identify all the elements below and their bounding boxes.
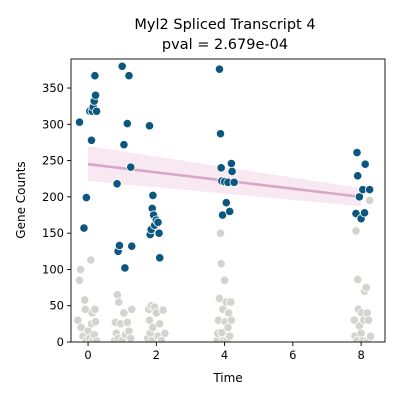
background-point: [216, 259, 226, 269]
background-point: [74, 275, 85, 285]
background-point: [90, 304, 100, 314]
highlight-point: [360, 159, 370, 169]
y-axis-label: Gene Counts: [14, 161, 28, 238]
highlight-point: [90, 71, 100, 81]
highlight-point: [79, 223, 89, 233]
x-tick-label: 0: [84, 348, 91, 362]
highlight-point: [365, 185, 375, 195]
highlight-point: [114, 240, 125, 251]
background-point: [351, 226, 361, 236]
background-point: [366, 331, 376, 341]
highlight-point: [155, 253, 165, 263]
plot-area: [73, 61, 376, 342]
highlight-point: [229, 177, 239, 187]
highlight-points: [74, 61, 375, 273]
background-point: [155, 319, 165, 329]
y-tick-label: 100: [42, 262, 64, 276]
background-point: [160, 328, 170, 338]
y-tick-label: 0: [57, 335, 64, 349]
y-axis: 0 50 100 150 200 250 300 350: [42, 81, 71, 349]
highlight-point: [226, 158, 237, 169]
background-point: [225, 331, 235, 341]
background-point: [353, 274, 363, 285]
y-tick-label: 300: [42, 117, 64, 131]
y-tick-label: 250: [42, 154, 64, 168]
highlight-point: [117, 61, 127, 71]
x-axis-label: Time: [212, 371, 242, 385]
background-point: [226, 315, 237, 325]
y-tick-label: 200: [42, 190, 64, 204]
x-tick-label: 8: [357, 348, 364, 362]
chart-title-line1: Myl2 Spliced Transcript 4: [134, 17, 315, 33]
background-point: [349, 315, 359, 325]
background-point: [361, 282, 371, 293]
y-tick-label: 150: [42, 226, 64, 240]
background-point: [75, 264, 86, 275]
plot-frame: [70, 58, 386, 343]
highlight-point: [127, 241, 137, 251]
highlight-point: [124, 71, 134, 81]
background-point: [80, 295, 90, 305]
highlight-point: [119, 140, 129, 150]
y-tick-label: 350: [42, 81, 64, 95]
highlight-point: [352, 148, 362, 158]
background-points: [73, 195, 376, 342]
background-point: [364, 315, 374, 325]
highlight-point: [225, 206, 235, 216]
background-point: [114, 297, 124, 307]
highlight-point: [227, 166, 237, 177]
highlight-point: [126, 162, 136, 172]
highlight-point: [86, 135, 97, 145]
x-tick-label: 4: [221, 348, 228, 362]
y-tick-label: 50: [49, 299, 64, 313]
background-point: [126, 333, 136, 342]
highlight-point: [74, 117, 85, 127]
highlight-point: [81, 192, 91, 203]
plot-content: [73, 61, 376, 342]
highlight-point: [214, 64, 225, 74]
x-tick-label: 2: [153, 348, 160, 362]
highlight-point: [217, 210, 228, 220]
background-point: [90, 317, 101, 327]
background-point: [122, 317, 132, 328]
x-tick-label: 6: [289, 348, 296, 362]
background-point: [226, 297, 236, 307]
highlight-point: [91, 106, 102, 116]
highlight-point: [353, 171, 363, 181]
highlight-point: [221, 198, 231, 208]
background-point: [86, 255, 96, 265]
chart-title-line2: pval = 2.679e-04: [162, 37, 288, 53]
background-point: [119, 308, 129, 318]
background-point: [158, 305, 168, 315]
background-point: [215, 228, 226, 238]
highlight-point: [215, 129, 226, 139]
highlight-point: [216, 163, 226, 173]
highlight-point: [154, 228, 164, 238]
highlight-point: [359, 208, 370, 218]
highlight-point: [90, 90, 101, 100]
highlight-point: [112, 179, 122, 189]
trend-confidence-band: [88, 146, 362, 207]
background-point: [127, 304, 137, 314]
highlight-point: [148, 190, 158, 201]
background-point: [91, 336, 102, 342]
x-axis: 0 2 4 6 8: [84, 342, 365, 362]
highlight-point: [122, 118, 132, 129]
highlight-point: [120, 263, 130, 273]
highlight-point: [144, 121, 155, 131]
background-point: [365, 195, 375, 206]
background-point: [219, 275, 230, 285]
highlight-point: [153, 217, 163, 227]
